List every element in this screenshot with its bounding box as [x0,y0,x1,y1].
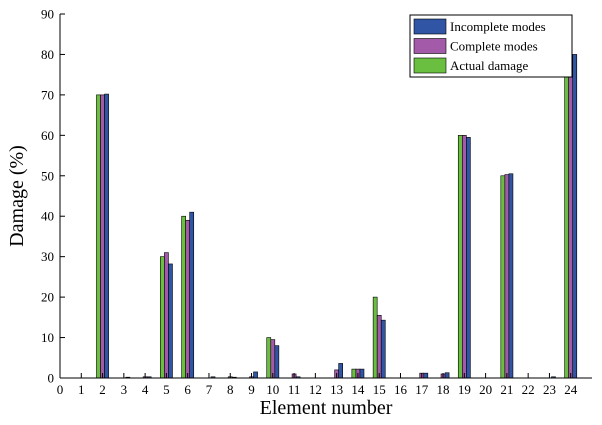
bar-incomplete-modes-18 [444,372,450,379]
x-tick-label: 11 [288,382,301,397]
bar-actual-damage-24 [564,54,569,379]
legend-swatch-incomplete-modes [413,18,447,35]
x-tick-label: 6 [184,382,191,397]
y-axis-title: Damage (%) [6,145,28,247]
bar-incomplete-modes-10 [274,345,280,379]
x-tick-label: 1 [78,382,85,397]
bar-incomplete-modes-14 [359,368,365,379]
x-tick-label: 15 [373,382,386,397]
bar-complete-modes-5 [164,252,169,379]
x-tick-label: 24 [564,382,578,397]
y-tick-label: 20 [41,290,54,305]
legend-label: Incomplete modes [450,19,546,34]
x-tick-label: 5 [163,382,170,397]
x-tick-label: 19 [458,382,471,397]
y-tick-labels: 0 10 20 30 40 50 60 70 80 90 [41,7,54,386]
bar-incomplete-modes-17 [423,372,429,379]
bar-actual-damage-5 [160,256,165,379]
bar-incomplete-modes-19 [466,137,471,379]
x-tick-label: 0 [57,382,64,397]
x-tick-label: 21 [500,382,513,397]
x-tick-label: 18 [437,382,450,397]
y-tick-label: 0 [48,371,55,386]
y-tick-label: 60 [41,128,54,143]
bar-incomplete-modes-15 [380,319,386,379]
bar-series-group [96,54,578,379]
x-tick-label: 9 [248,382,255,397]
bar-actual-damage-14 [351,368,357,379]
y-tick-label: 10 [41,330,54,345]
y-tick-label: 50 [41,168,54,183]
x-tick-label: 2 [99,382,106,397]
x-tick-label: 20 [479,382,492,397]
bar-complete-modes-19 [461,135,467,379]
bar-incomplete-modes-21 [508,173,514,379]
bar-actual-damage-2 [96,94,101,379]
x-tick-label: 8 [227,382,234,397]
y-tick-label: 70 [41,87,54,102]
bar-incomplete-modes-5 [168,263,173,379]
bar-incomplete-modes-24 [572,54,578,379]
bar-actual-damage-6 [181,215,186,379]
bar-complete-modes-6 [185,219,191,379]
axes [59,13,592,379]
bar-incomplete-modes-6 [189,211,195,379]
x-tick-label: 16 [394,382,408,397]
bar-incomplete-modes-2 [104,93,109,379]
x-tick-label: 7 [206,382,213,397]
legend-label: Actual damage [450,58,529,73]
bar-actual-damage-10 [266,337,272,379]
x-tick-label: 3 [121,382,128,397]
bar-actual-damage-15 [372,296,378,379]
bar-incomplete-modes-13 [338,363,344,379]
x-tick-label: 14 [351,382,365,397]
bar-actual-damage-21 [500,175,506,379]
bar-complete-modes-10 [270,339,276,379]
bar-complete-modes-15 [376,315,382,379]
bar-complete-modes-24 [568,54,574,379]
bar-complete-modes-2 [100,94,105,379]
x-tick-label: 12 [309,382,322,397]
x-tick-label: 4 [142,382,149,397]
y-tick-label: 90 [41,7,54,22]
x-tick-label: 10 [266,382,279,397]
x-tick-label: 17 [415,382,429,397]
y-tick-label: 40 [41,209,54,224]
y-tick-label: 80 [41,47,54,62]
legend-label: Complete modes [450,39,538,54]
bar-actual-damage-19 [457,135,463,379]
y-tick-label: 30 [41,249,54,264]
legend-swatch-complete-modes [413,38,447,54]
bar-complete-modes-21 [504,174,510,379]
x-axis-title: Element number [260,397,393,419]
x-tick-labels: 0 1 2 3 4 5 6 7 8 9 10 11 12 13 14 15 16 17 18 19 20 21 22 23 24 [57,382,578,397]
x-tick-label: 22 [522,382,535,397]
legend-swatch-actual-damage [413,57,447,74]
x-tick-label: 23 [543,382,556,397]
x-tick-label: 13 [330,382,343,397]
legend: Incomplete modes Complete modes Actual dam… [409,14,573,78]
bar-incomplete-modes-9 [253,371,258,379]
